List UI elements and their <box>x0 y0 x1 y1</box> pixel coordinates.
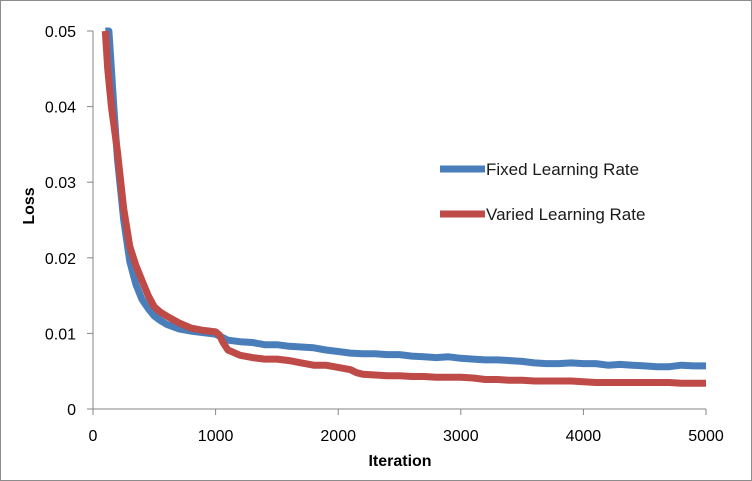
x-tick-label: 5000 <box>688 428 724 445</box>
legend-label-1: Fixed Learning Rate <box>486 160 639 179</box>
x-tick-label: 0 <box>89 428 98 445</box>
legend-label-2: Varied Learning Rate <box>486 205 645 224</box>
axes <box>92 31 706 410</box>
y-tick-label: 0.02 <box>45 251 76 268</box>
series-line-1 <box>105 27 706 371</box>
y-tick-label: 0.04 <box>45 100 76 117</box>
y-tick-label: 0.01 <box>45 326 76 343</box>
y-axis-title: Loss <box>21 187 38 224</box>
x-tick-label: 2000 <box>320 428 356 445</box>
ticks: 0 0.01 0.02 0.03 0.04 0.05 0 1000 2000 3000 4000 50… <box>45 24 724 445</box>
series <box>101 27 706 387</box>
y-tick-label: 0.03 <box>45 175 76 192</box>
y-tick-label: 0.05 <box>45 24 76 41</box>
x-axis-title: Iteration <box>368 453 431 470</box>
legend: Fixed Learning Rate Varied Learning Rate <box>440 160 645 224</box>
x-tick-label: 1000 <box>198 428 234 445</box>
x-tick-label: 4000 <box>566 428 602 445</box>
x-tick-label: 3000 <box>443 428 479 445</box>
series-line-2 <box>101 30 706 387</box>
y-tick-label: 0 <box>67 402 76 419</box>
